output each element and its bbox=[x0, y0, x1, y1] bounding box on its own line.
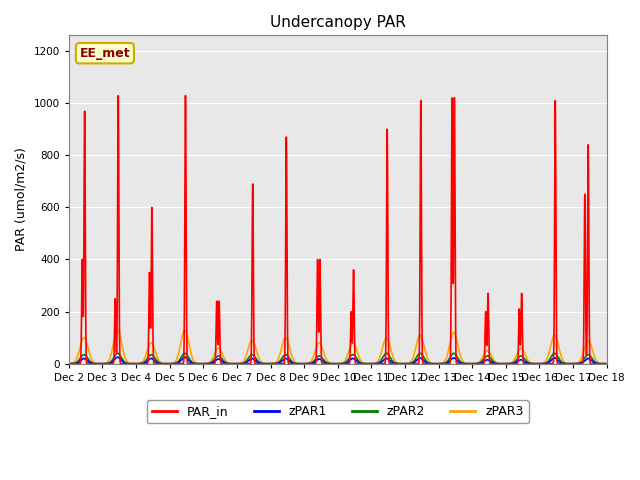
zPAR3 bbox=[65, 361, 73, 367]
zPAR1 bbox=[204, 361, 212, 367]
zPAR2 bbox=[534, 361, 541, 367]
zPAR2 bbox=[469, 361, 477, 367]
Line: PAR_in: PAR_in bbox=[69, 96, 607, 364]
zPAR3 bbox=[230, 361, 238, 367]
Line: zPAR1: zPAR1 bbox=[69, 357, 607, 364]
PAR_in bbox=[65, 361, 73, 367]
PAR_in bbox=[307, 361, 314, 367]
zPAR3 bbox=[307, 359, 314, 365]
PAR_in bbox=[84, 361, 92, 367]
zPAR3 bbox=[534, 361, 541, 367]
PAR_in bbox=[230, 361, 238, 367]
zPAR3 bbox=[603, 361, 611, 367]
zPAR3 bbox=[469, 361, 477, 367]
Line: zPAR2: zPAR2 bbox=[69, 353, 607, 364]
zPAR2 bbox=[603, 361, 611, 367]
Line: zPAR3: zPAR3 bbox=[69, 330, 607, 364]
zPAR1 bbox=[307, 361, 314, 367]
Y-axis label: PAR (umol/m2/s): PAR (umol/m2/s) bbox=[15, 147, 28, 252]
zPAR3 bbox=[114, 327, 122, 333]
zPAR2 bbox=[230, 361, 238, 367]
zPAR2 bbox=[65, 361, 73, 367]
PAR_in bbox=[182, 93, 189, 98]
zPAR1 bbox=[534, 361, 541, 367]
zPAR3 bbox=[84, 344, 92, 349]
zPAR1 bbox=[65, 361, 73, 367]
zPAR1 bbox=[230, 361, 238, 367]
Title: Undercanopy PAR: Undercanopy PAR bbox=[270, 15, 406, 30]
zPAR2 bbox=[307, 360, 314, 366]
zPAR1 bbox=[603, 361, 611, 367]
PAR_in bbox=[469, 361, 477, 367]
PAR_in bbox=[204, 361, 212, 367]
Text: EE_met: EE_met bbox=[79, 47, 130, 60]
zPAR1 bbox=[469, 361, 477, 367]
PAR_in bbox=[534, 361, 541, 367]
zPAR2 bbox=[84, 355, 92, 361]
zPAR1 bbox=[84, 358, 92, 364]
zPAR2 bbox=[204, 360, 212, 366]
zPAR3 bbox=[204, 360, 212, 366]
zPAR1 bbox=[114, 354, 122, 360]
zPAR2 bbox=[114, 350, 122, 356]
PAR_in bbox=[603, 361, 611, 367]
Legend: PAR_in, zPAR1, zPAR2, zPAR3: PAR_in, zPAR1, zPAR2, zPAR3 bbox=[147, 400, 529, 423]
